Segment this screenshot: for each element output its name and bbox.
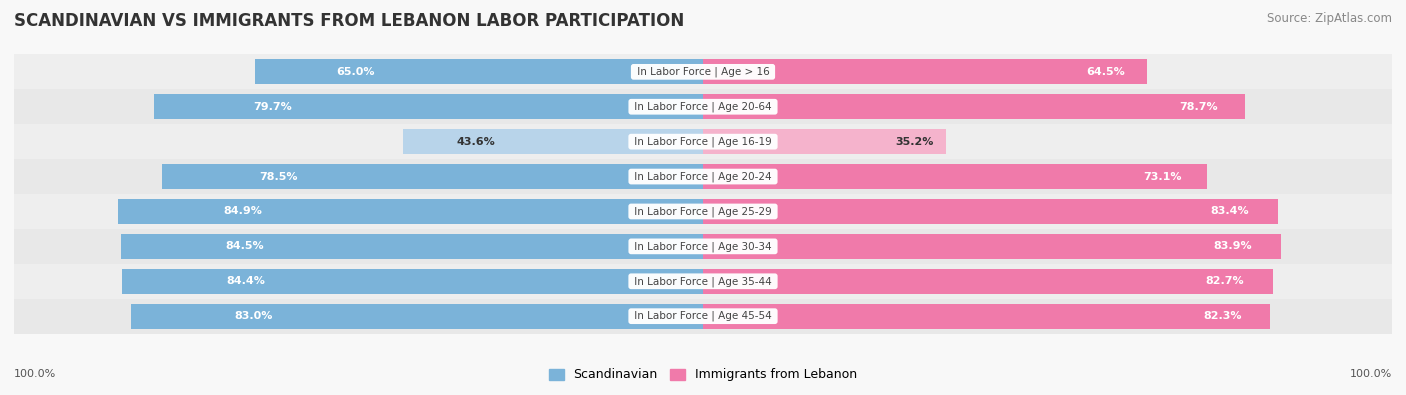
Text: 43.6%: 43.6% [457, 137, 495, 147]
Text: 83.0%: 83.0% [235, 311, 273, 321]
Bar [14, 89, 1392, 124]
Text: 78.7%: 78.7% [1180, 102, 1218, 112]
Bar [14, 194, 1392, 229]
Text: Source: ZipAtlas.com: Source: ZipAtlas.com [1267, 12, 1392, 25]
Text: In Labor Force | Age 25-29: In Labor Force | Age 25-29 [631, 206, 775, 217]
Bar [256, 59, 703, 85]
Bar [402, 129, 703, 154]
Text: In Labor Force | Age > 16: In Labor Force | Age > 16 [634, 67, 772, 77]
Bar [703, 94, 1246, 119]
Text: 84.5%: 84.5% [225, 241, 264, 251]
Bar [14, 229, 1392, 264]
Bar [153, 94, 703, 119]
Text: 65.0%: 65.0% [336, 67, 374, 77]
Bar [703, 129, 945, 154]
Text: 79.7%: 79.7% [253, 102, 291, 112]
Legend: Scandinavian, Immigrants from Lebanon: Scandinavian, Immigrants from Lebanon [544, 363, 862, 386]
Text: 83.4%: 83.4% [1211, 207, 1249, 216]
Text: 64.5%: 64.5% [1087, 67, 1125, 77]
Bar [121, 234, 703, 259]
Bar [703, 269, 1272, 294]
Bar [162, 164, 703, 189]
Text: 100.0%: 100.0% [1350, 369, 1392, 379]
Bar [703, 164, 1206, 189]
Bar [121, 269, 703, 294]
Text: 78.5%: 78.5% [260, 171, 298, 182]
Bar [703, 59, 1147, 85]
Text: 35.2%: 35.2% [896, 137, 934, 147]
Text: In Labor Force | Age 20-64: In Labor Force | Age 20-64 [631, 102, 775, 112]
Text: In Labor Force | Age 16-19: In Labor Force | Age 16-19 [631, 136, 775, 147]
Bar [703, 234, 1281, 259]
Text: SCANDINAVIAN VS IMMIGRANTS FROM LEBANON LABOR PARTICIPATION: SCANDINAVIAN VS IMMIGRANTS FROM LEBANON … [14, 12, 685, 30]
Bar [118, 199, 703, 224]
Bar [14, 159, 1392, 194]
Text: 100.0%: 100.0% [14, 369, 56, 379]
Bar [703, 199, 1278, 224]
Bar [14, 264, 1392, 299]
Text: 73.1%: 73.1% [1143, 171, 1181, 182]
Text: 82.7%: 82.7% [1205, 276, 1244, 286]
Bar [14, 299, 1392, 334]
Text: 83.9%: 83.9% [1213, 241, 1253, 251]
Text: In Labor Force | Age 20-24: In Labor Force | Age 20-24 [631, 171, 775, 182]
Bar [14, 124, 1392, 159]
Text: In Labor Force | Age 45-54: In Labor Force | Age 45-54 [631, 311, 775, 322]
Bar [14, 55, 1392, 89]
Text: 82.3%: 82.3% [1204, 311, 1241, 321]
Bar [131, 304, 703, 329]
Text: 84.9%: 84.9% [224, 207, 263, 216]
Text: In Labor Force | Age 35-44: In Labor Force | Age 35-44 [631, 276, 775, 286]
Bar [703, 304, 1270, 329]
Text: In Labor Force | Age 30-34: In Labor Force | Age 30-34 [631, 241, 775, 252]
Text: 84.4%: 84.4% [226, 276, 266, 286]
